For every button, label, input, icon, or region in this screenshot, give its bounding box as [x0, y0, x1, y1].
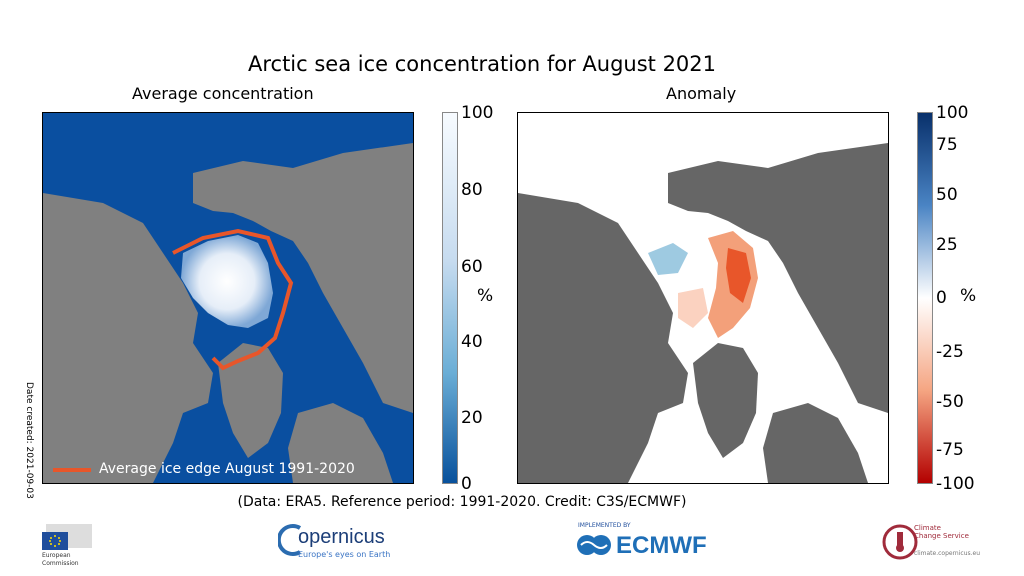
colorbar-tick: -50 — [936, 392, 964, 412]
data-credit: (Data: ERA5. Reference period: 1991-2020… — [237, 494, 687, 510]
page-title: Arctic sea ice concentration for August … — [247, 52, 717, 76]
c3s-url: climate.copernicus.eu — [914, 550, 981, 557]
eu-label-line: Commission — [42, 560, 79, 567]
colorbar-tick: 100 — [461, 103, 494, 123]
colorbar-tick: -25 — [936, 342, 964, 362]
land-europe — [288, 403, 393, 483]
land-greenland — [693, 343, 758, 458]
anomaly-map — [517, 112, 889, 484]
colorbar-tick: 0 — [461, 474, 472, 494]
average-ice-edge-line — [172, 228, 294, 371]
c3s-label-line: Climate — [914, 524, 941, 532]
colorbar-tick: 80 — [461, 180, 483, 200]
anomaly-strong-negative — [726, 248, 751, 303]
land-greenland — [218, 343, 283, 458]
colorbar-unit: % — [960, 286, 977, 306]
anomaly-positive — [648, 243, 688, 275]
colorbar-tick: 60 — [461, 257, 483, 277]
implemented-by-label: IMPLEMENTED BY — [578, 522, 631, 529]
date-created: Date created: 2021-09-03 — [24, 382, 34, 499]
eu-label-line: European — [42, 552, 71, 559]
ecmwf-wordmark: ECMWF — [616, 532, 707, 559]
colorbar-tick: 50 — [936, 185, 958, 205]
colorbar-tick: 20 — [461, 408, 483, 428]
colorbar-tick: 100 — [936, 103, 969, 123]
eu-commission-logo: European Commission — [28, 520, 110, 572]
land-north-america — [518, 193, 688, 483]
sea-ice-cover — [181, 235, 273, 328]
ecmwf-logo: IMPLEMENTED BY ECMWF — [576, 522, 726, 562]
average-concentration-map: Average ice edge August 1991-2020 — [42, 112, 414, 484]
copernicus-wordmark: opernicus — [298, 526, 385, 548]
legend-label: Average ice edge August 1991-2020 — [99, 461, 355, 477]
colorbar-tick: 75 — [936, 135, 958, 155]
copernicus-tagline: Europe's eyes on Earth — [298, 550, 391, 559]
colorbar-tick: -75 — [936, 440, 964, 460]
c3s-logo: Climate Change Service climate.copernicu… — [880, 520, 990, 564]
land-asia — [193, 143, 413, 413]
land-europe — [763, 403, 868, 483]
concentration-colorbar — [442, 112, 458, 484]
land-asia — [668, 143, 888, 413]
anomaly-slight-negative — [678, 288, 708, 328]
land-north-america — [43, 193, 213, 483]
colorbar-tick: 25 — [936, 235, 958, 255]
c3s-label-line: Change Service — [914, 532, 969, 540]
left-panel-subtitle: Average concentration — [132, 84, 314, 103]
right-panel-subtitle: Anomaly — [666, 84, 737, 103]
copernicus-logo: opernicus Europe's eyes on Earth — [278, 522, 398, 562]
colorbar-tick: 0 — [936, 288, 947, 308]
colorbar-tick: 40 — [461, 332, 483, 352]
colorbar-unit: % — [477, 286, 494, 306]
colorbar-tick: -100 — [936, 474, 975, 494]
anomaly-colorbar — [917, 112, 933, 484]
